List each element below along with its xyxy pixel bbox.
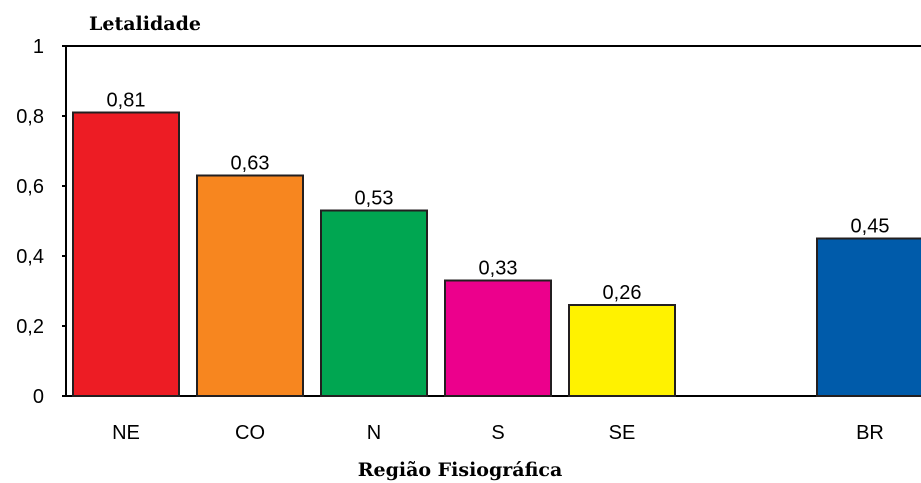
bar-se xyxy=(568,304,676,397)
y-axis-title: Letalidade xyxy=(89,13,201,35)
x-tick-label: BR xyxy=(856,422,884,444)
bar-n xyxy=(320,209,428,397)
data-label: 0,63 xyxy=(231,153,270,175)
bar-ne xyxy=(72,111,180,397)
data-label: 0,53 xyxy=(355,188,394,210)
y-axis: 0 0,2 0,4 0,6 0,8 1 xyxy=(16,36,66,408)
y-tick-label: 0,4 xyxy=(16,246,44,268)
y-tick-label: 0 xyxy=(33,386,44,408)
bars-group: 0,81 0,63 0,53 0,33 0,26 0,45 xyxy=(72,90,921,397)
data-label: 0,45 xyxy=(851,216,890,238)
bar-br xyxy=(816,237,921,397)
y-tick-label: 1 xyxy=(33,36,44,58)
x-tick-label: NE xyxy=(112,422,140,444)
x-tick-label: S xyxy=(491,422,504,444)
data-label: 0,26 xyxy=(603,282,642,304)
y-tick-label: 0,8 xyxy=(16,106,44,128)
y-tick-label: 0,2 xyxy=(16,316,44,338)
bar-s xyxy=(444,279,552,397)
x-axis-title: Região Fisiográfica xyxy=(358,459,563,481)
bar-co xyxy=(196,174,304,397)
x-tick-label: N xyxy=(367,422,381,444)
x-tick-label: SE xyxy=(609,422,636,444)
y-tick-label: 0,6 xyxy=(16,176,44,198)
data-label: 0,33 xyxy=(479,258,518,280)
data-label: 0,81 xyxy=(107,90,146,112)
x-tick-label: CO xyxy=(235,422,265,444)
x-axis: NE CO N S SE BR xyxy=(112,422,884,444)
